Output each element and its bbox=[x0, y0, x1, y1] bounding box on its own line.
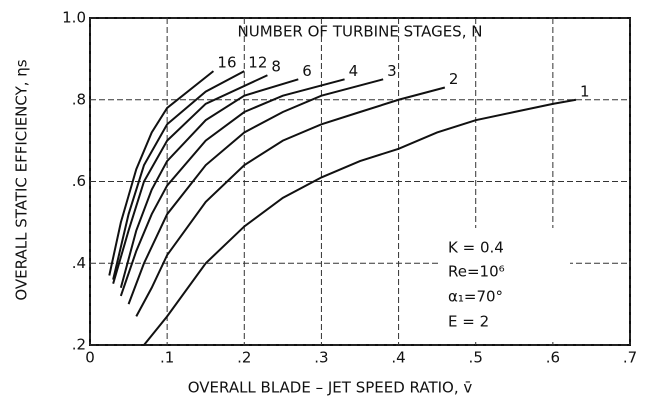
chart-title: NUMBER OF TURBINE STAGES, N bbox=[238, 23, 483, 41]
curve bbox=[119, 78, 299, 289]
curve-label: 4 bbox=[349, 62, 359, 80]
curve bbox=[112, 70, 245, 280]
curve-label: 6 bbox=[302, 62, 312, 80]
annotation-box bbox=[440, 228, 570, 340]
x-tick-label: .5 bbox=[469, 349, 483, 367]
x-tick-label: .7 bbox=[623, 349, 637, 367]
curve bbox=[143, 98, 577, 346]
x-tick-label: .3 bbox=[314, 349, 328, 367]
curve-label: 3 bbox=[387, 62, 397, 80]
annotation: E = 2 bbox=[448, 313, 489, 331]
curve-label: 16 bbox=[217, 54, 236, 72]
annotation: α₁=70° bbox=[448, 288, 503, 306]
x-tick-label: 0 bbox=[85, 349, 95, 367]
y-axis-label: OVERALL STATIC EFFICIENCY, ηs bbox=[13, 59, 31, 300]
x-tick-label: .2 bbox=[237, 349, 251, 367]
curve bbox=[119, 78, 345, 297]
curve bbox=[108, 70, 215, 276]
x-tick-label: .4 bbox=[391, 349, 405, 367]
annotation: Re=10⁶ bbox=[448, 263, 505, 281]
x-axis-label: OVERALL BLADE – JET SPEED RATIO, v̄ bbox=[188, 379, 473, 397]
curve bbox=[112, 74, 268, 284]
curve-label: 12 bbox=[248, 54, 267, 72]
y-tick-label: .6 bbox=[72, 172, 86, 190]
curve-label: 8 bbox=[271, 58, 281, 76]
y-tick-label: .8 bbox=[72, 90, 86, 108]
curve bbox=[127, 78, 384, 305]
curve bbox=[135, 86, 446, 317]
y-tick-label: .2 bbox=[72, 336, 86, 354]
x-tick-label: .1 bbox=[160, 349, 174, 367]
curve-label: 2 bbox=[449, 70, 459, 88]
x-tick-label: .6 bbox=[546, 349, 560, 367]
annotation: K = 0.4 bbox=[448, 239, 504, 257]
y-tick-label: 1.0 bbox=[62, 9, 86, 27]
y-tick-label: .4 bbox=[72, 254, 86, 272]
curve-label: 1 bbox=[580, 82, 590, 100]
